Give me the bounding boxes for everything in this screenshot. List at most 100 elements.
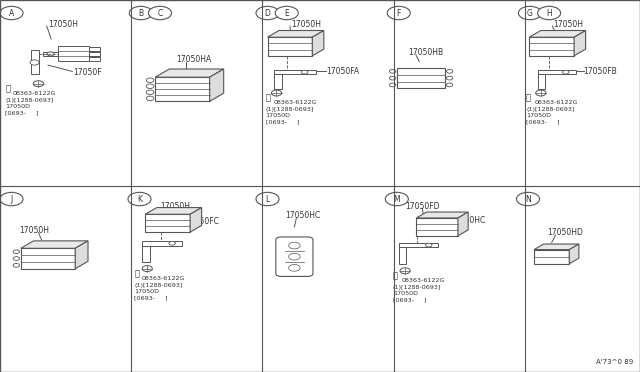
- Bar: [155, 77, 209, 101]
- FancyBboxPatch shape: [276, 237, 313, 276]
- Text: G: G: [527, 9, 533, 17]
- Text: Ⓢ: Ⓢ: [266, 93, 271, 102]
- Ellipse shape: [289, 264, 300, 271]
- Text: E: E: [284, 9, 289, 17]
- Text: [0693-     ]: [0693- ]: [526, 120, 559, 125]
- Circle shape: [146, 96, 154, 100]
- Text: 17050D: 17050D: [393, 291, 418, 296]
- Text: 17050HB: 17050HB: [408, 48, 444, 57]
- Bar: [58, 46, 90, 61]
- Text: 17050H: 17050H: [554, 20, 584, 29]
- Circle shape: [271, 90, 282, 96]
- Text: 08363-6122G: 08363-6122G: [274, 100, 317, 105]
- Polygon shape: [312, 31, 324, 56]
- Text: 08363-6122G: 08363-6122G: [13, 91, 56, 96]
- Circle shape: [256, 192, 279, 206]
- Text: (1)[1288-0693]: (1)[1288-0693]: [134, 283, 183, 288]
- Polygon shape: [20, 241, 88, 248]
- Polygon shape: [417, 212, 468, 218]
- Circle shape: [128, 192, 151, 206]
- Circle shape: [563, 70, 569, 74]
- Circle shape: [447, 70, 453, 73]
- Bar: [274, 74, 282, 89]
- Circle shape: [0, 6, 23, 20]
- Circle shape: [516, 192, 540, 206]
- Circle shape: [13, 257, 19, 260]
- Bar: [274, 70, 316, 74]
- Bar: [145, 214, 190, 232]
- Circle shape: [538, 6, 561, 20]
- Circle shape: [148, 6, 172, 20]
- Bar: [397, 68, 445, 88]
- Polygon shape: [155, 69, 224, 77]
- Text: C: C: [157, 9, 163, 17]
- Text: Ⓢ: Ⓢ: [5, 84, 10, 93]
- Text: 08363-6122G: 08363-6122G: [401, 278, 445, 283]
- Bar: [90, 47, 100, 51]
- Circle shape: [385, 192, 408, 206]
- Text: 08363-6122G: 08363-6122G: [142, 276, 186, 281]
- Bar: [417, 218, 458, 236]
- Circle shape: [301, 70, 308, 74]
- Bar: [20, 248, 76, 269]
- Bar: [399, 247, 406, 264]
- Text: A: A: [9, 9, 14, 17]
- Bar: [90, 57, 100, 61]
- Polygon shape: [209, 69, 224, 101]
- Circle shape: [426, 243, 432, 247]
- Text: 17050FB: 17050FB: [584, 67, 618, 76]
- Circle shape: [390, 70, 396, 73]
- Polygon shape: [190, 208, 202, 232]
- Text: Ⓢ: Ⓢ: [134, 269, 140, 278]
- Circle shape: [256, 6, 279, 20]
- Text: (1)[1288-0693]: (1)[1288-0693]: [266, 107, 314, 112]
- Text: 17050HC: 17050HC: [285, 211, 320, 220]
- Circle shape: [146, 90, 154, 94]
- Text: K: K: [137, 195, 142, 203]
- Circle shape: [387, 6, 410, 20]
- Text: (1)[1288-0693]: (1)[1288-0693]: [526, 107, 575, 112]
- Text: 17050F: 17050F: [74, 68, 102, 77]
- Polygon shape: [268, 31, 324, 37]
- Text: (1)[1288-0693]: (1)[1288-0693]: [5, 98, 54, 103]
- Circle shape: [146, 78, 154, 83]
- Circle shape: [146, 84, 154, 89]
- Polygon shape: [458, 212, 468, 236]
- Text: L: L: [266, 195, 269, 203]
- Bar: [44, 52, 58, 55]
- Text: 17050D: 17050D: [526, 113, 551, 118]
- Text: 17050FC: 17050FC: [186, 217, 220, 226]
- Circle shape: [47, 52, 54, 56]
- Text: M: M: [394, 195, 400, 203]
- Bar: [268, 37, 312, 56]
- Circle shape: [0, 192, 23, 206]
- Text: 17050H: 17050H: [19, 226, 49, 235]
- Text: 17050HD: 17050HD: [547, 228, 583, 237]
- Bar: [142, 246, 150, 262]
- Circle shape: [13, 263, 19, 267]
- Circle shape: [536, 90, 546, 96]
- Polygon shape: [570, 244, 579, 264]
- Circle shape: [30, 60, 39, 65]
- Circle shape: [518, 6, 541, 20]
- Circle shape: [142, 266, 152, 272]
- Circle shape: [390, 83, 396, 87]
- Text: Ⓢ: Ⓢ: [526, 93, 531, 102]
- Text: A'73^0 89: A'73^0 89: [596, 359, 634, 365]
- Circle shape: [13, 250, 19, 254]
- Text: B: B: [138, 9, 143, 17]
- Text: [0693-     ]: [0693- ]: [134, 295, 168, 300]
- Polygon shape: [574, 31, 586, 56]
- Text: 17050HC: 17050HC: [450, 216, 485, 225]
- Bar: [538, 74, 545, 89]
- Ellipse shape: [289, 242, 300, 249]
- Bar: [399, 243, 438, 247]
- Text: 17050D: 17050D: [5, 104, 30, 109]
- Text: [0693-     ]: [0693- ]: [5, 110, 38, 115]
- Text: J: J: [10, 195, 13, 203]
- Bar: [534, 250, 570, 264]
- Polygon shape: [529, 31, 586, 37]
- Circle shape: [129, 6, 152, 20]
- Circle shape: [33, 81, 44, 87]
- Text: F: F: [397, 9, 401, 17]
